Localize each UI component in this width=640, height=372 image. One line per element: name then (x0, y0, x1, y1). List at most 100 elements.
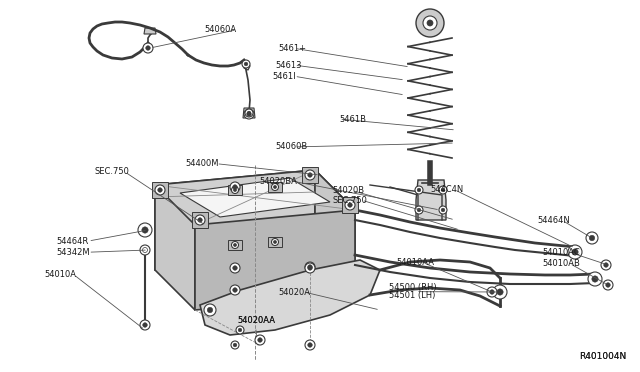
Circle shape (487, 287, 497, 297)
Circle shape (415, 186, 423, 194)
Text: 5461+: 5461+ (278, 44, 307, 53)
Polygon shape (268, 237, 282, 247)
Circle shape (604, 263, 608, 267)
Text: 54342M: 54342M (56, 248, 90, 257)
Circle shape (439, 206, 447, 214)
Circle shape (497, 289, 503, 295)
Text: 54010AA: 54010AA (397, 258, 435, 267)
Circle shape (427, 20, 433, 26)
Text: SEC.750: SEC.750 (95, 167, 129, 176)
Circle shape (308, 266, 312, 270)
Circle shape (198, 218, 202, 222)
Polygon shape (152, 182, 168, 198)
Polygon shape (302, 167, 318, 183)
Circle shape (142, 227, 148, 233)
Circle shape (138, 223, 152, 237)
Text: 54501 (LH): 54501 (LH) (389, 291, 435, 300)
Circle shape (244, 62, 248, 66)
Circle shape (146, 46, 150, 50)
Circle shape (232, 186, 239, 193)
Circle shape (589, 235, 595, 241)
Circle shape (271, 238, 278, 246)
Polygon shape (155, 185, 195, 310)
Circle shape (204, 304, 216, 316)
Circle shape (305, 340, 315, 350)
Circle shape (244, 109, 254, 119)
Circle shape (233, 343, 237, 347)
Circle shape (305, 170, 315, 180)
Text: 54020AA: 54020AA (237, 316, 275, 325)
Circle shape (236, 326, 244, 334)
Text: 54020B: 54020B (333, 186, 365, 195)
Circle shape (588, 272, 602, 286)
Polygon shape (192, 212, 208, 228)
Circle shape (417, 188, 421, 192)
Text: 54500 (RH): 54500 (RH) (389, 283, 436, 292)
Text: R401004N: R401004N (579, 352, 626, 361)
Circle shape (234, 189, 237, 192)
Circle shape (230, 263, 240, 273)
Circle shape (233, 288, 237, 292)
Polygon shape (144, 28, 156, 34)
Polygon shape (155, 170, 315, 270)
Circle shape (242, 60, 250, 68)
Circle shape (586, 232, 598, 244)
Text: 54613: 54613 (275, 61, 301, 70)
Polygon shape (268, 182, 282, 192)
Circle shape (140, 320, 150, 330)
Circle shape (143, 43, 153, 53)
Circle shape (348, 203, 352, 207)
Circle shape (143, 323, 147, 327)
Circle shape (255, 335, 265, 345)
Text: 54060A: 54060A (205, 25, 237, 34)
Polygon shape (155, 170, 355, 225)
Circle shape (439, 186, 447, 194)
Polygon shape (342, 197, 358, 213)
Circle shape (230, 285, 240, 295)
Text: 54464R: 54464R (56, 237, 88, 246)
Circle shape (601, 260, 611, 270)
Text: 54020BA: 54020BA (259, 177, 297, 186)
Circle shape (441, 188, 445, 192)
Circle shape (345, 200, 355, 210)
Polygon shape (315, 170, 355, 295)
Text: 54464N: 54464N (538, 216, 570, 225)
Circle shape (157, 188, 163, 192)
Circle shape (603, 280, 613, 290)
Circle shape (572, 249, 578, 255)
Circle shape (417, 208, 421, 212)
Circle shape (568, 245, 582, 259)
Polygon shape (416, 180, 446, 220)
Circle shape (245, 109, 253, 117)
Text: R401004N: R401004N (579, 352, 626, 361)
Circle shape (247, 111, 251, 115)
Text: 54400M: 54400M (186, 159, 219, 168)
Circle shape (207, 307, 212, 313)
Circle shape (140, 245, 150, 255)
Circle shape (195, 215, 205, 225)
Circle shape (308, 265, 312, 269)
Circle shape (605, 283, 611, 287)
Text: 5461B: 5461B (339, 115, 366, 124)
Circle shape (490, 290, 494, 294)
Circle shape (592, 276, 598, 282)
Polygon shape (195, 210, 355, 310)
Circle shape (305, 262, 315, 272)
Polygon shape (180, 178, 330, 217)
Circle shape (308, 173, 312, 177)
Text: 544C4N: 544C4N (430, 185, 463, 194)
Circle shape (233, 266, 237, 270)
Circle shape (273, 240, 276, 244)
Circle shape (305, 263, 315, 273)
Circle shape (247, 112, 252, 116)
Circle shape (258, 338, 262, 342)
Text: 54020A: 54020A (278, 288, 310, 296)
Polygon shape (200, 260, 380, 335)
Circle shape (416, 9, 444, 37)
Text: SEC.750: SEC.750 (333, 196, 367, 205)
Text: 5461I: 5461I (272, 72, 296, 81)
Polygon shape (228, 185, 242, 195)
Text: 54010AB: 54010AB (543, 259, 580, 268)
Circle shape (423, 16, 437, 30)
Circle shape (415, 206, 423, 214)
